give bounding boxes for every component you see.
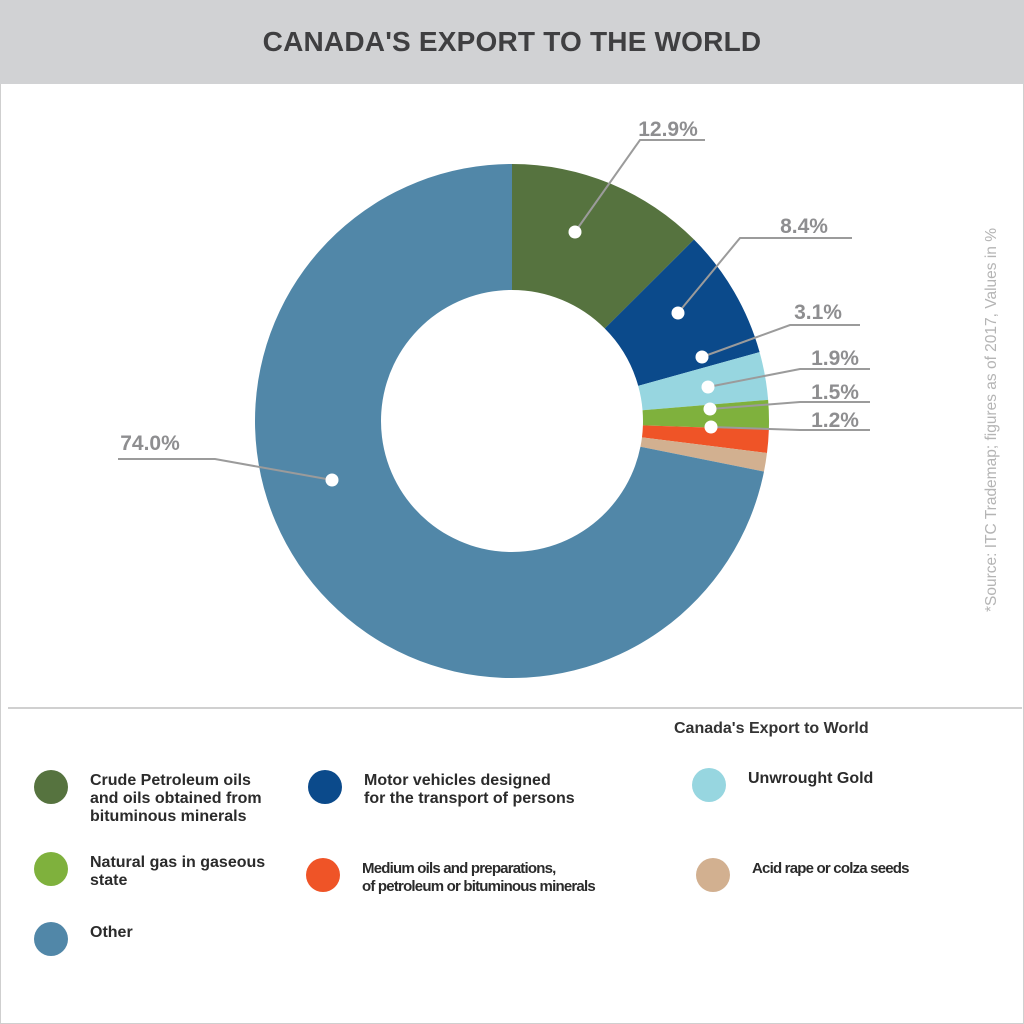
chart-title: CANADA'S EXPORT TO THE WORLD (262, 26, 762, 57)
legend-swatch (34, 922, 68, 956)
donut-slice (512, 164, 695, 329)
legend-swatch (34, 770, 68, 804)
legend-label: Natural gas in gaseous state (90, 854, 265, 890)
data-label: 3.1% (794, 301, 842, 324)
legend-label-line: Motor vehicles designed (364, 772, 551, 789)
leader-line (118, 458, 333, 481)
legend-swatch (306, 858, 340, 892)
legend-item: Natural gas in gaseous state (34, 852, 265, 890)
legend-label-line: Natural gas in gaseous (90, 854, 266, 871)
legend-label: Motor vehicles designed for the transport… (364, 772, 575, 808)
label-dot (325, 473, 339, 487)
label-dot (671, 306, 685, 320)
leader-line (709, 401, 870, 410)
legend-label-line: for the transport of persons (364, 790, 575, 807)
legend-item: Unwrought Gold (692, 768, 873, 802)
legend-label: Crude Petroleum oils and oils obtained fr… (90, 772, 262, 826)
leader-line (707, 368, 870, 388)
legend-label-line: Acid rape or colza seeds (752, 860, 910, 877)
legend-swatch (692, 768, 726, 802)
label-dot (704, 420, 718, 434)
donut-slice (640, 437, 767, 472)
legend-label-line: Crude Petroleum oils (90, 772, 251, 789)
legend-label-line: Medium oils and preparations, (362, 860, 556, 877)
legend-label: Other (90, 924, 133, 942)
data-label: 1.2% (811, 409, 859, 432)
legend-label-line: bituminous minerals (90, 808, 247, 825)
data-label: 12.9% (638, 118, 698, 141)
leader-line (574, 139, 705, 233)
legend-label-line: of petroleum or bituminous minerals (362, 878, 596, 895)
donut-slice (638, 352, 769, 411)
legend-label-line: Other (90, 924, 133, 941)
legend-label: Medium oils and preparations, of petroleu… (362, 860, 596, 896)
legend-label: Unwrought Gold (748, 770, 873, 788)
legend-item: Medium oils and preparations, of petroleu… (306, 858, 596, 896)
leader-line (701, 324, 860, 358)
legend-item: Crude Petroleum oils and oils obtained fr… (34, 770, 262, 826)
legend-label-line: Unwrought Gold (748, 770, 874, 787)
legend-item: Other (34, 922, 133, 956)
label-dot (703, 402, 717, 416)
data-label: 74.0% (120, 432, 180, 455)
legend-swatch (34, 852, 68, 886)
legend-item: Acid rape or colza seeds (696, 858, 910, 892)
label-dot (695, 350, 709, 364)
label-dot (701, 380, 715, 394)
donut-slice (254, 164, 764, 678)
legend-label-line: state (90, 872, 128, 889)
legend-label: Acid rape or colza seeds (752, 860, 910, 878)
data-label: 1.9% (811, 347, 859, 370)
data-label: 1.5% (811, 381, 859, 404)
title-bar: CANADA'S EXPORT TO THE WORLD (0, 0, 1024, 84)
legend-swatch (696, 858, 730, 892)
leader-line (677, 237, 852, 314)
legend-title: Canada's Export to World (674, 720, 869, 737)
donut-slice (641, 425, 769, 454)
leader-line (710, 426, 870, 431)
legend-item: Motor vehicles designed for the transport… (308, 770, 575, 808)
source-note: *Source: ITC Trademap; figures as of 201… (983, 228, 1000, 612)
legend-label-line: and oils obtained from (90, 790, 262, 807)
donut-chart: 12.9% 8.4% 3.1% 1.9% 1.5% 1.2% 74.0% (118, 118, 870, 678)
data-label: 8.4% (780, 215, 828, 238)
legend-swatch (308, 770, 342, 804)
label-dot (568, 225, 582, 239)
legend-divider (8, 707, 1022, 709)
